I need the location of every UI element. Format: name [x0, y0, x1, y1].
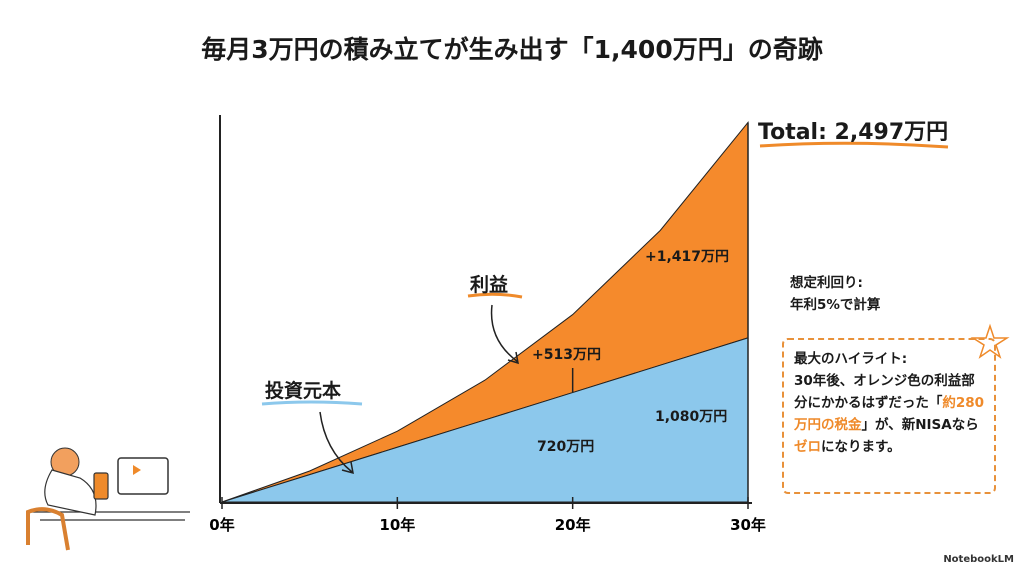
phone-icon [93, 472, 109, 500]
text: になります。 [821, 439, 901, 455]
profit-arrow [490, 304, 519, 365]
x-tick-label: 30年 [730, 516, 766, 534]
highlight-heading: 最大のハイライト: [794, 351, 908, 367]
x-tick-label: 0年 [209, 516, 234, 534]
principal-30-label: 1,080万円 [655, 409, 728, 425]
note-line: 想定利回り: [790, 275, 863, 291]
principal-20-label: 720万円 [537, 439, 595, 455]
highlight-body: 30年後、オレンジ色の利益部分にかかるはずだった「約280万円の税金」が、新NI… [794, 370, 986, 458]
brand-logo: NotebookLM [943, 554, 1014, 565]
note-line: 年利5%で計算 [790, 297, 881, 313]
principal-arrow [319, 411, 354, 475]
play-icon [133, 465, 141, 475]
page-title: 毎月3万円の積み立てが生み出す「1,400万円」の奇跡 [201, 35, 823, 64]
highlight-box: 最大のハイライト: 30年後、オレンジ色の利益部分にかかるはずだった「約280万… [782, 338, 996, 494]
total-underline [759, 141, 949, 149]
x-tick-label: 20年 [555, 516, 591, 534]
chair-icon [26, 507, 70, 551]
profit-30-label: +1,417万円 [645, 249, 730, 265]
x-tick-label: 10年 [379, 516, 415, 534]
total-label: Total: 2,497万円 [758, 120, 949, 145]
text: 新NISAなら [901, 417, 979, 433]
profit-20-label: +513万円 [532, 347, 601, 363]
zero-text: ゼロ [794, 439, 821, 455]
text: 30年後、オレンジ色の利益部分にかかるはずだった [794, 373, 975, 411]
text: 」が、 [861, 417, 902, 433]
assumption-note: 想定利回り: 年利5%で計算 [790, 272, 880, 316]
person-body-icon [44, 469, 97, 516]
principal-label: 投資元本 [265, 380, 342, 402]
tax-amount: 約280万円の税金 [794, 395, 985, 433]
monitor-icon [117, 457, 169, 495]
text: 「 [928, 395, 943, 411]
profit-label: 利益 [470, 274, 509, 296]
profit-underline [467, 292, 523, 299]
principal-underline [261, 400, 363, 406]
